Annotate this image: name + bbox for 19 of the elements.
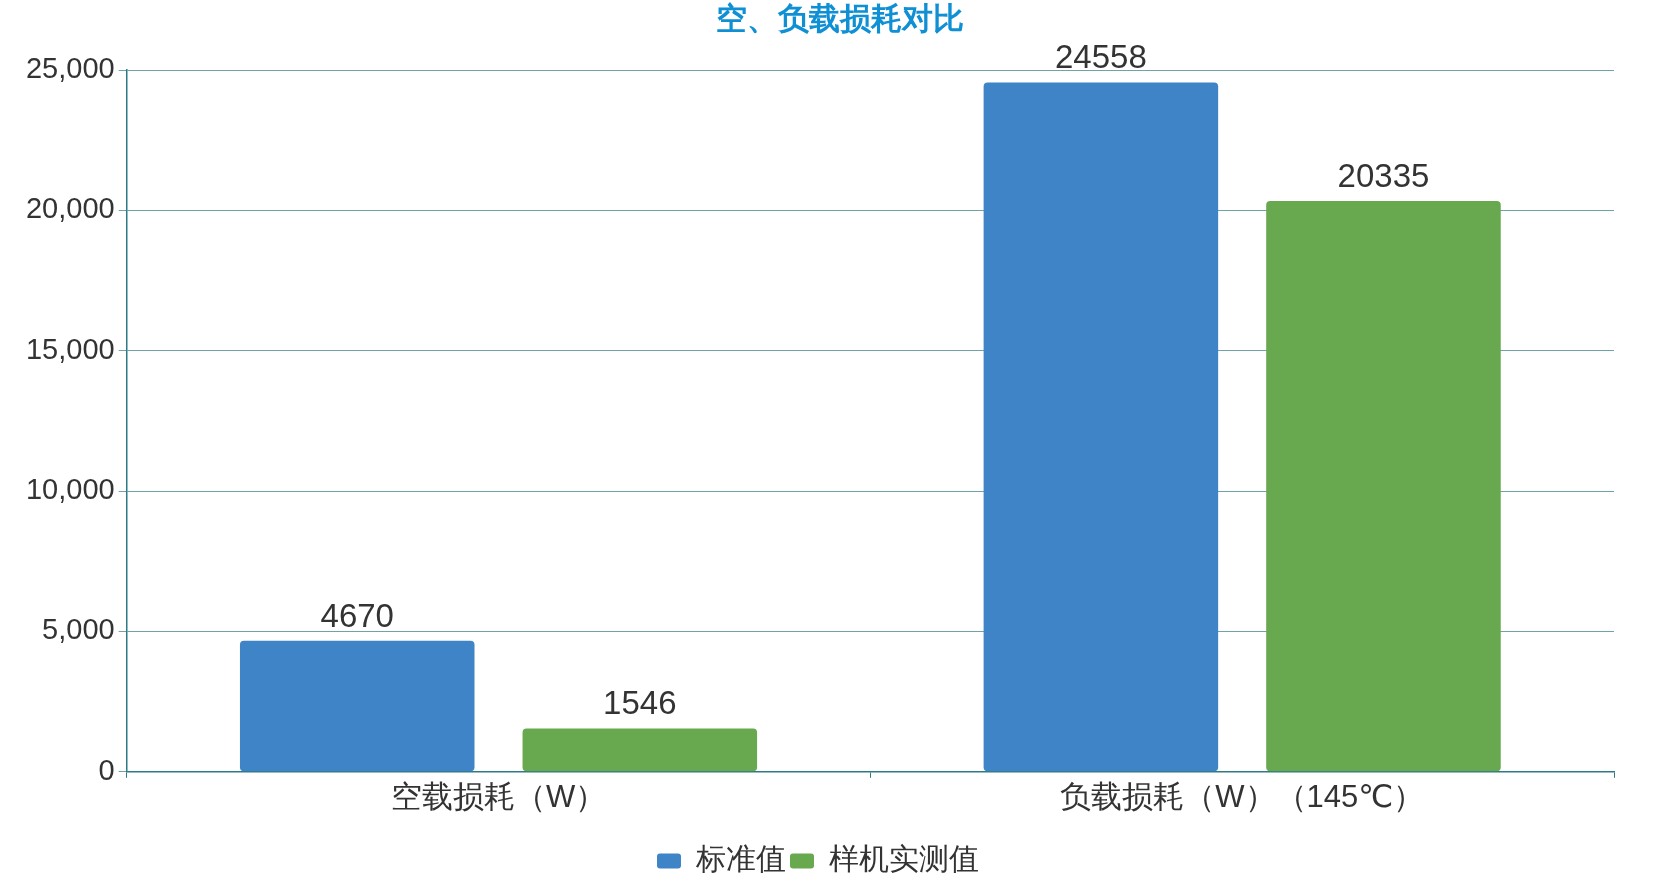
data-label: 1546 bbox=[603, 684, 677, 722]
legend-label: 标准值 bbox=[695, 842, 786, 876]
bar bbox=[1266, 200, 1501, 772]
data-label: 24558 bbox=[1055, 38, 1147, 76]
y-tick-label: 10,000 bbox=[26, 473, 115, 506]
chart-title: 空、负载损耗对比 bbox=[715, 0, 964, 36]
y-tick-label: 5,000 bbox=[42, 613, 115, 646]
x-tick-label: 负载损耗（W）（145℃） bbox=[1060, 778, 1425, 814]
y-tick-label: 20,000 bbox=[26, 192, 115, 225]
data-label: 4670 bbox=[320, 596, 394, 634]
legend-label: 样机实测值 bbox=[829, 842, 979, 876]
data-label: 20335 bbox=[1337, 156, 1430, 194]
y-tick-label: 0 bbox=[98, 753, 115, 786]
bar bbox=[983, 82, 1219, 772]
x-tick-label: 空载损耗（W） bbox=[390, 778, 607, 814]
y-tick-label: 15,000 bbox=[26, 332, 115, 365]
y-tick-label: 25,000 bbox=[26, 52, 115, 84]
bar bbox=[522, 728, 758, 772]
bar bbox=[239, 640, 475, 772]
